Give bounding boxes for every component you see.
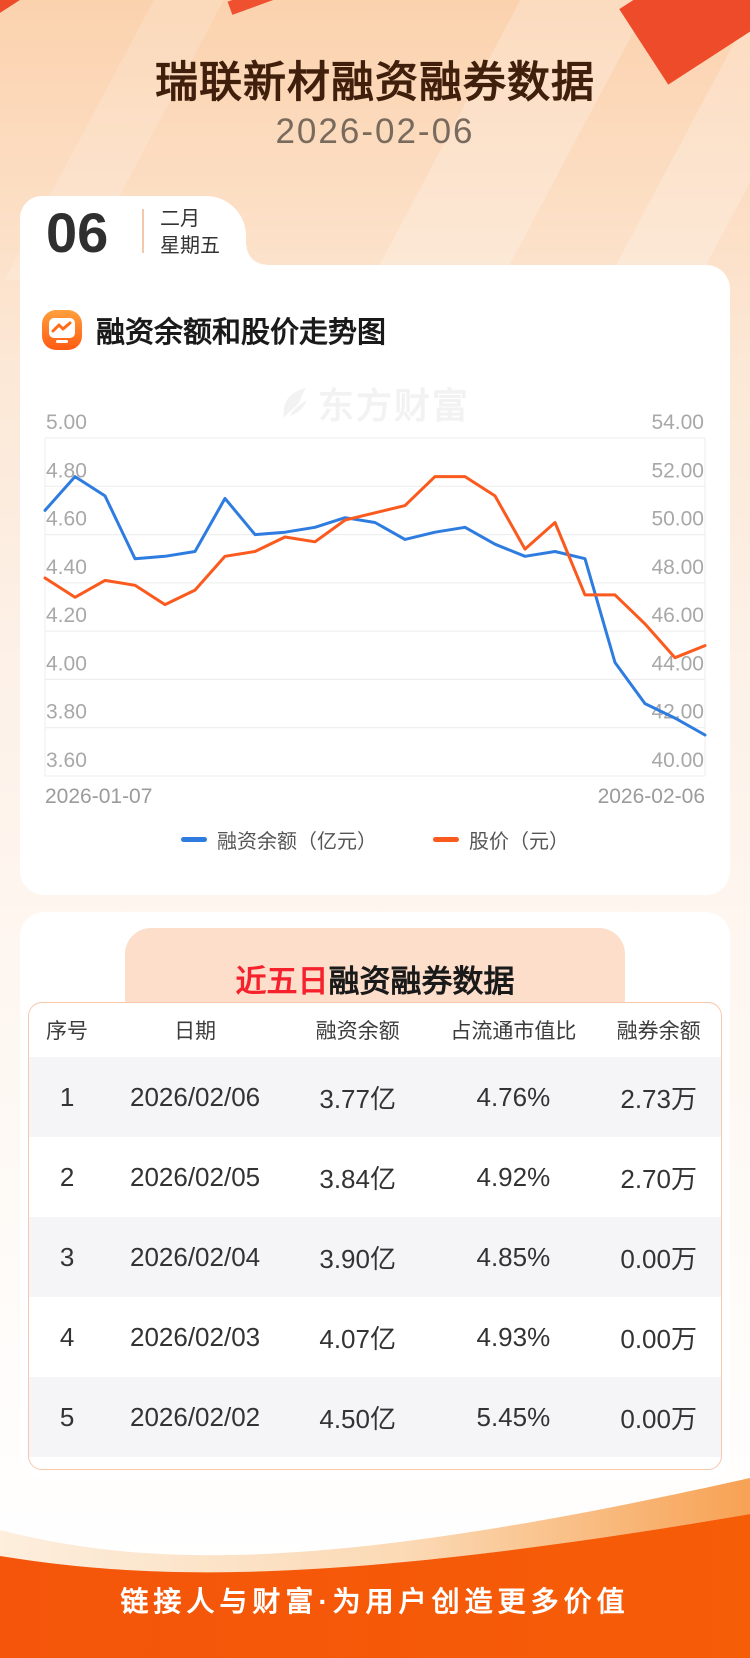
- left-axis-tick: 4.20: [46, 604, 87, 627]
- table-title-rest: 融资融券数据: [328, 964, 515, 999]
- right-axis-tick: 48.00: [651, 556, 704, 579]
- date-month: 二月: [160, 208, 200, 230]
- table-cell: 4.76%: [476, 1081, 551, 1112]
- table-cell: 3.77亿: [319, 1083, 396, 1114]
- table-row: 5 2026/02/02 4.50亿 5.45% 0.00万: [29, 1377, 721, 1457]
- table-header-row: 序号 日期 融资余额 占流通市值比 融券余额: [29, 1003, 721, 1057]
- date-card: 06 二月 星期五: [20, 196, 246, 266]
- right-axis-tick: 46.00: [651, 604, 704, 627]
- table-cell: 2026/02/06: [129, 1081, 261, 1112]
- table-row: 1 2026/02/06 3.77亿 4.76% 2.73万: [29, 1057, 721, 1137]
- table-cell: 3.90亿: [319, 1243, 396, 1274]
- legend-blue-dash-icon: [181, 837, 207, 842]
- x-axis-label-start: 2026-01-07: [45, 785, 152, 808]
- legend-orange-dash-icon: [433, 837, 459, 842]
- chart-section-title: 融资余额和股价走势图: [96, 317, 387, 349]
- table-row: 4 2026/02/03 4.07亿 4.93% 0.00万: [29, 1297, 721, 1377]
- legend-label: 融资余额（亿元）: [217, 831, 377, 853]
- page-date: 2026-02-06: [275, 112, 475, 151]
- page-title: 瑞联新材融资融券数据: [155, 59, 595, 107]
- table-header-cell: 占流通市值比: [450, 1020, 577, 1043]
- trend-monitor-icon: [42, 310, 82, 350]
- right-axis-tick: 42.00: [651, 701, 704, 724]
- corner-ribbon-decor: [227, 0, 295, 15]
- table-title: 近五日融资融券数据: [125, 956, 625, 1001]
- table-cell: 5.45%: [476, 1401, 551, 1432]
- legend-item-stock-price: 股价（元）: [433, 825, 569, 854]
- table-cell: 2.70万: [620, 1163, 697, 1194]
- table-cell: 4.92%: [476, 1161, 551, 1192]
- table-title-highlight: 近五日: [235, 964, 329, 999]
- five-day-data-table: 序号 日期 融资余额 占流通市值比 融券余额 1 2026/02/06 3.77亿 4.76%…: [28, 1002, 722, 1470]
- left-axis-tick: 3.80: [46, 701, 87, 724]
- table-cell: 2.73万: [620, 1083, 697, 1114]
- x-axis-label-end: 2026-02-06: [598, 785, 705, 808]
- right-axis-tick: 40.00: [651, 749, 704, 772]
- table-cell: 3.84亿: [319, 1163, 396, 1194]
- legend-item-margin-balance: 融资余额（亿元）: [181, 825, 377, 854]
- table-cell: 2026/02/02: [129, 1401, 261, 1432]
- table-cell: 4.50亿: [319, 1403, 396, 1434]
- table-header-cell: 序号: [46, 1020, 89, 1043]
- table-cell: 4: [59, 1321, 75, 1352]
- table-row: 3 2026/02/04 3.90亿 4.85% 0.00万: [29, 1217, 721, 1297]
- table-cell: 2026/02/03: [129, 1321, 261, 1352]
- date-month-weekday: 二月 星期五: [160, 206, 220, 260]
- left-axis-tick: 4.40: [46, 556, 87, 579]
- table-cell: 4.07亿: [319, 1323, 396, 1354]
- right-axis-tick: 52.00: [651, 459, 704, 482]
- chart-section-header: 融资余额和股价走势图: [42, 309, 386, 351]
- date-card-fillet: [246, 245, 266, 265]
- table-header-cell: 融券余额: [616, 1020, 701, 1043]
- legend-label: 股价（元）: [469, 831, 569, 853]
- date-weekday: 星期五: [160, 235, 220, 257]
- footer-slogan: 链接人与财富·为用户创造更多价值: [120, 1586, 630, 1617]
- right-axis-tick: 44.00: [651, 652, 704, 675]
- table-body: 1 2026/02/06 3.77亿 4.76% 2.73万 2 2026/02/05 3.8…: [29, 1057, 721, 1457]
- table-cell: 4.93%: [476, 1321, 551, 1352]
- table-cell: 1: [59, 1081, 75, 1112]
- chart-legend: 融资余额（亿元） 股价（元）: [20, 825, 730, 854]
- table-cell: 0.00万: [620, 1243, 697, 1274]
- left-axis-tick: 3.60: [46, 749, 87, 772]
- monitor-base-shape: [56, 340, 68, 343]
- table-cell: 2026/02/05: [129, 1161, 261, 1192]
- table-cell: 4.85%: [476, 1241, 551, 1272]
- table-cell: 5: [59, 1401, 75, 1432]
- series-line-0: [43, 475, 707, 737]
- table-header-cell: 融资余额: [315, 1020, 400, 1043]
- footer: 链接人与财富·为用户创造更多价值: [0, 1472, 750, 1658]
- zigzag-trend-glyph: [51, 321, 72, 333]
- table-cell: 3: [59, 1241, 75, 1272]
- left-axis-tick: 5.00: [46, 411, 87, 434]
- series-line-1: [43, 475, 707, 660]
- table-cell: 0.00万: [620, 1403, 697, 1434]
- right-axis-tick: 50.00: [651, 508, 704, 531]
- footer-wave-decor: [0, 1478, 750, 1658]
- table-cell: 2: [59, 1161, 75, 1192]
- left-axis-tick: 4.60: [46, 508, 87, 531]
- table-cell: 0.00万: [620, 1323, 697, 1354]
- table-row: 2 2026/02/05 3.84亿 4.92% 2.70万: [29, 1137, 721, 1217]
- corner-ribbon-decor: [0, 0, 37, 30]
- right-axis-tick: 54.00: [651, 411, 704, 434]
- chart-card: 融资余额和股价走势图 东方财富 5.00 54.00 4.80 52.00 4.60 50…: [20, 265, 730, 895]
- table-cell: 2026/02/04: [129, 1241, 261, 1272]
- table-header-cell: 日期: [174, 1020, 217, 1043]
- left-axis-tick: 4.00: [46, 652, 87, 675]
- date-day: 06: [46, 201, 109, 264]
- dual-axis-line-chart: 5.00 54.004.80 52.004.60 50.004.40 48.004.20…: [43, 411, 707, 808]
- date-divider: [142, 209, 144, 253]
